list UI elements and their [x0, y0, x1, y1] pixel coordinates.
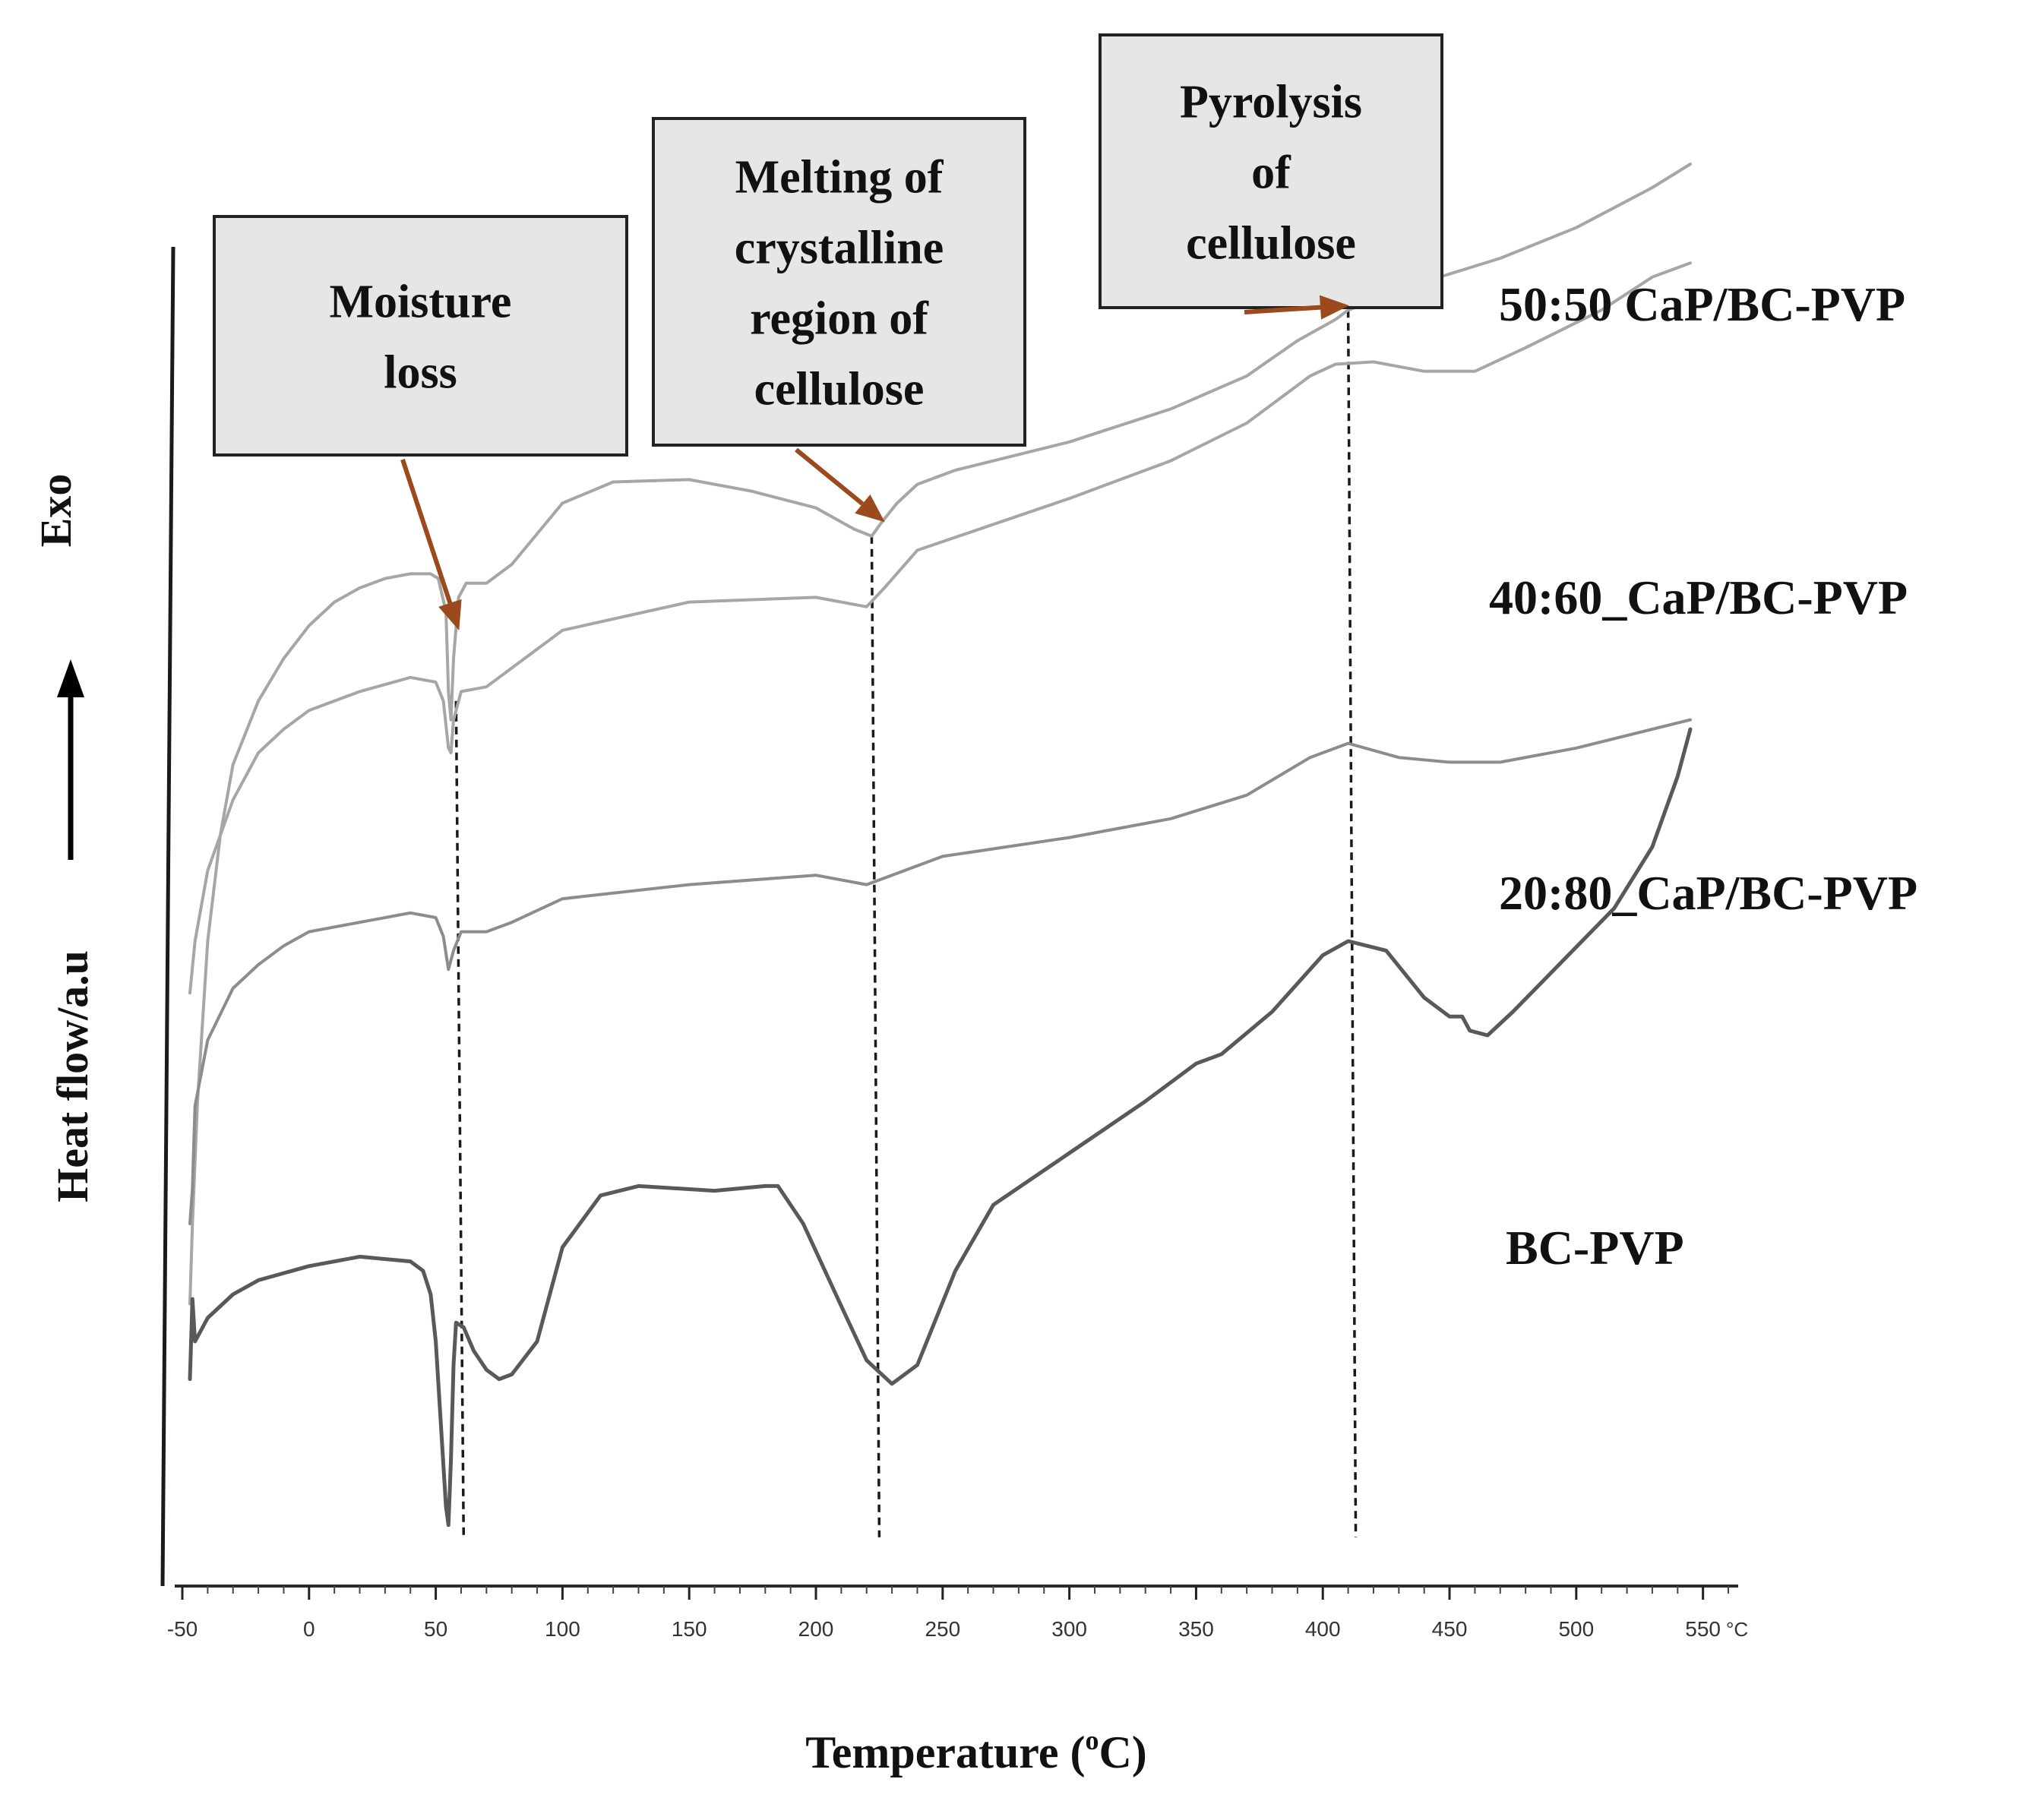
x-tick-label: 500 — [1558, 1617, 1594, 1641]
annotation-text: Moisture — [330, 276, 512, 328]
x-tick-label: 300 — [1051, 1617, 1087, 1641]
exo-label: Exo — [31, 474, 81, 548]
x-axis-major-ticks — [181, 1586, 1705, 1600]
annotation-box — [1099, 33, 1443, 309]
x-axis-label-end: C) — [1099, 1727, 1146, 1777]
y-axis-line — [160, 246, 175, 1587]
annotation-arrow-head — [438, 599, 462, 630]
x-axis-label-superscript: o — [1085, 1725, 1099, 1755]
annotation-text: Pyrolysis — [1180, 77, 1362, 128]
series-label-1: 40:60_CaP/BC-PVP — [1489, 570, 1908, 624]
x-tick-label: 450 — [1432, 1617, 1468, 1641]
annotation-box — [213, 215, 628, 457]
annotation-text: cellulose — [754, 364, 925, 416]
x-axis-label: Temperature (oC) — [805, 1725, 1147, 1777]
x-tick-label: 100 — [545, 1617, 580, 1641]
dsc-curves — [188, 163, 1693, 1528]
x-unit-label: °C — [1726, 1618, 1748, 1641]
annotation-arrow-shaft — [1244, 305, 1321, 314]
annotation-text: crystalline — [735, 223, 944, 274]
x-tick-label: 150 — [672, 1617, 707, 1641]
series-labels: 50:50 CaP/BC-PVP 40:60_CaP/BC-PVP 20:80_Ca… — [1489, 277, 1917, 1275]
annotation-arrow-shaft — [795, 447, 865, 506]
x-axis-label-main: Temperature ( — [805, 1727, 1085, 1777]
series-label-3: BC-PVP — [1506, 1221, 1684, 1275]
series-line-0 — [188, 163, 1692, 1306]
dashed-guide-2 — [1346, 310, 1358, 1537]
dashed-guide-0 — [454, 700, 466, 1537]
annotation-1: Melting of crystalline region of cellulose — [652, 117, 1026, 523]
annotation-text: cellulose — [1186, 218, 1356, 270]
annotation-text: loss — [384, 347, 457, 399]
series-line-3 — [188, 727, 1693, 1528]
annotation-arrow-head — [855, 494, 885, 523]
series-line-2 — [188, 718, 1692, 1225]
annotation-0: Moisture loss — [213, 215, 628, 630]
annotation-text: of — [1251, 147, 1291, 199]
x-tick-label: 250 — [925, 1617, 960, 1641]
x-tick-label: 0 — [303, 1617, 315, 1641]
annotation-text: Melting of — [735, 152, 944, 204]
series-label-0: 50:50 CaP/BC-PVP — [1499, 277, 1905, 331]
x-tick-label: -50 — [167, 1617, 198, 1641]
annotation-2: Pyrolysis of cellulose — [1099, 33, 1443, 320]
dashed-guide-lines — [454, 310, 1358, 1537]
annotation-arrow-head — [1319, 295, 1349, 320]
exo-up-arrow — [57, 659, 84, 860]
annotations: Moisture loss Melting of crystalline region … — [213, 33, 1443, 630]
x-tick-label: 550 — [1685, 1617, 1721, 1641]
x-tick-label: 50 — [424, 1617, 447, 1641]
y-axis-label: Heat flow/a.u — [48, 950, 97, 1202]
annotation-box — [652, 117, 1026, 447]
x-tick-label: 400 — [1305, 1617, 1341, 1641]
x-tick-label: 350 — [1178, 1617, 1214, 1641]
annotation-text: region of — [750, 293, 929, 345]
series-label-2: 20:80_CaP/BC-PVP — [1499, 866, 1917, 920]
series-line-1 — [188, 261, 1692, 995]
annotation-arrow-shaft — [400, 459, 453, 604]
x-tick-label: 200 — [798, 1617, 834, 1641]
x-axis-tick-labels: -50 0 50 100 150 200 250 300 350 400 450 500 550 — [167, 1617, 1721, 1641]
